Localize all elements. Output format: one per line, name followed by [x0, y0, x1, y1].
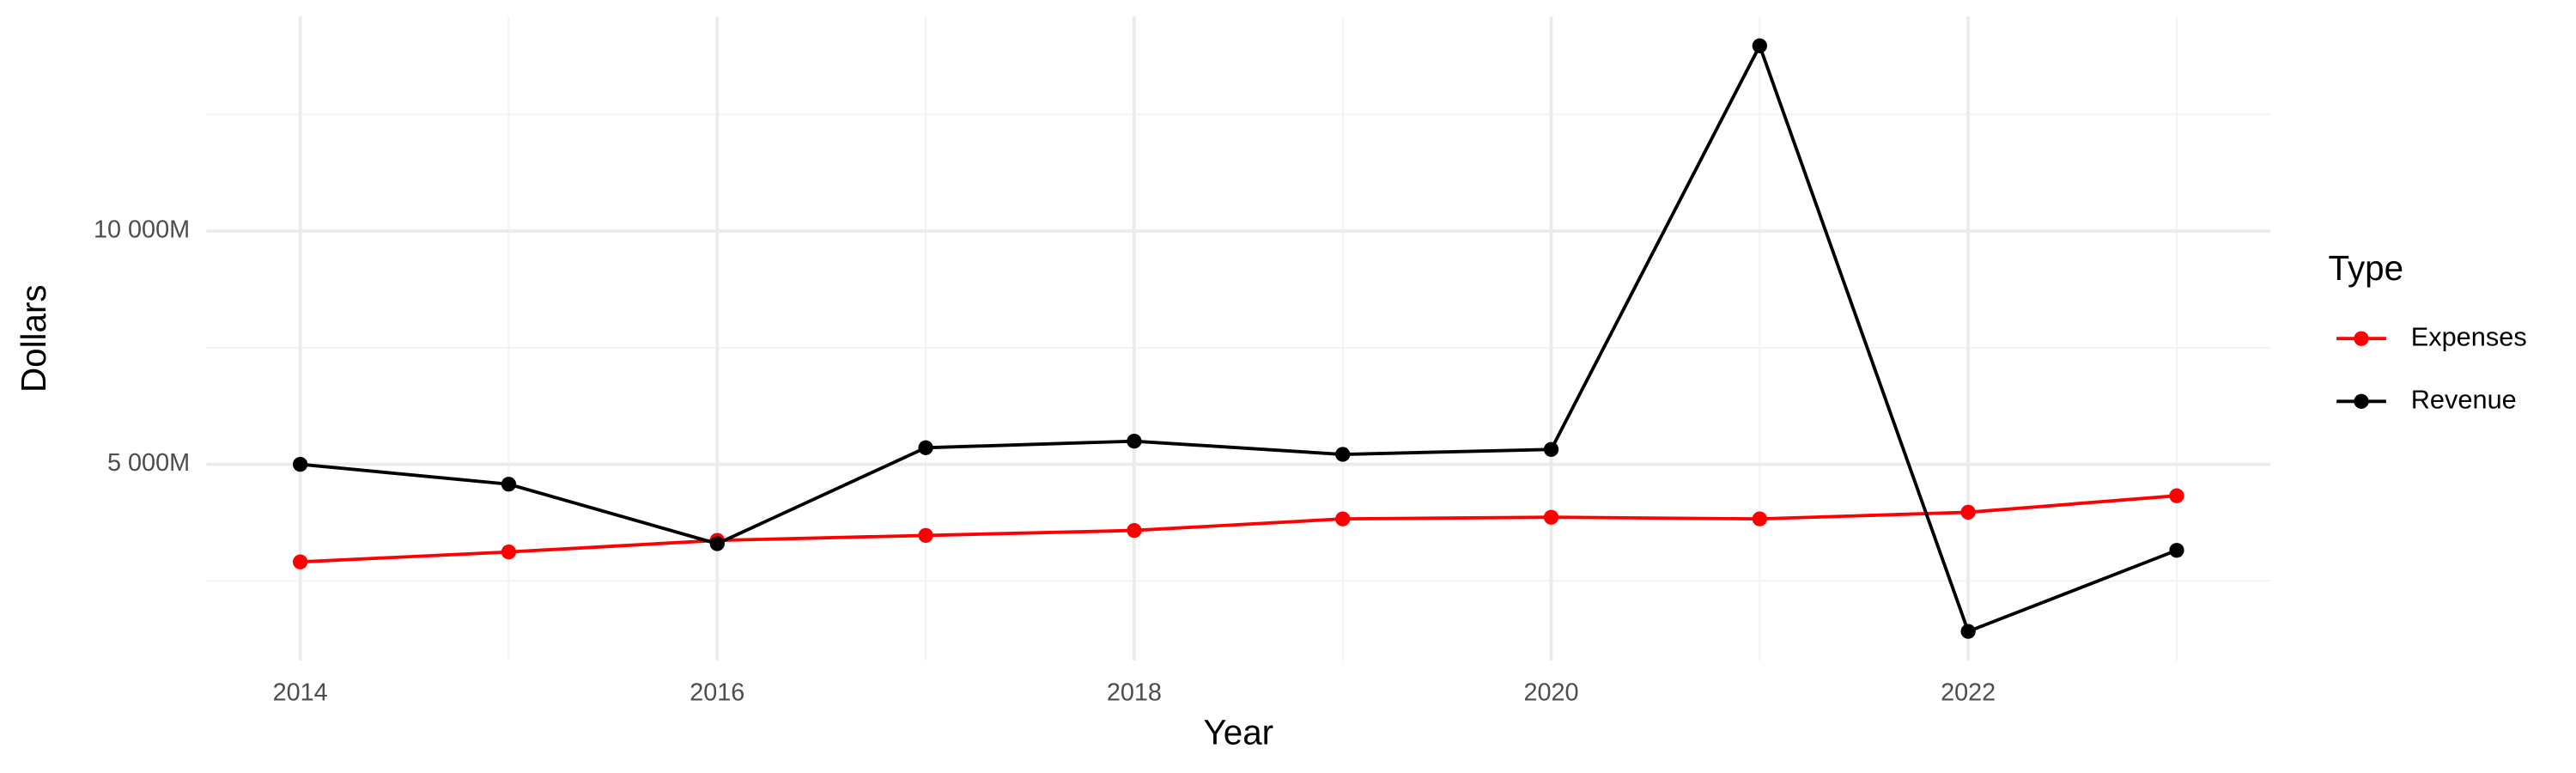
data-point: [1543, 509, 1559, 525]
legend-dot: [2354, 331, 2369, 346]
data-point: [1752, 511, 1767, 526]
x-tick-label: 2014: [273, 679, 328, 706]
data-point: [1335, 511, 1351, 526]
data-point: [918, 440, 933, 455]
data-point: [1543, 441, 1559, 457]
x-tick-label: 2020: [1523, 679, 1578, 706]
data-point: [1127, 434, 1142, 449]
data-point: [918, 527, 933, 544]
legend-label: Revenue: [2411, 384, 2517, 414]
x-tick-label: 2016: [690, 679, 744, 706]
legend-title: Type: [2329, 248, 2404, 288]
y-tick-label: 10 000M: [94, 216, 190, 244]
x-tick-label: 2022: [1941, 679, 1996, 706]
x-tick-label: 2018: [1107, 679, 1162, 706]
data-point: [501, 477, 517, 492]
x-axis-title: Year: [1204, 712, 1274, 752]
data-point: [709, 536, 725, 551]
series-line: [300, 494, 2178, 564]
legend-label: Expenses: [2411, 321, 2527, 351]
data-point: [1960, 504, 1976, 520]
legend-dot: [2354, 393, 2369, 409]
y-tick-label: 5 000M: [107, 449, 190, 477]
data-point: [292, 554, 308, 569]
data-point: [501, 544, 517, 560]
data-point: [2169, 488, 2184, 503]
data-point: [1127, 522, 1142, 539]
data-point: [1335, 447, 1351, 462]
series-line: [300, 41, 2178, 634]
data-point: [1960, 624, 1976, 639]
data-point: [2169, 543, 2184, 558]
y-axis-title: Dollars: [14, 284, 53, 393]
data-point: [1752, 38, 1767, 53]
data-point: [292, 456, 308, 472]
